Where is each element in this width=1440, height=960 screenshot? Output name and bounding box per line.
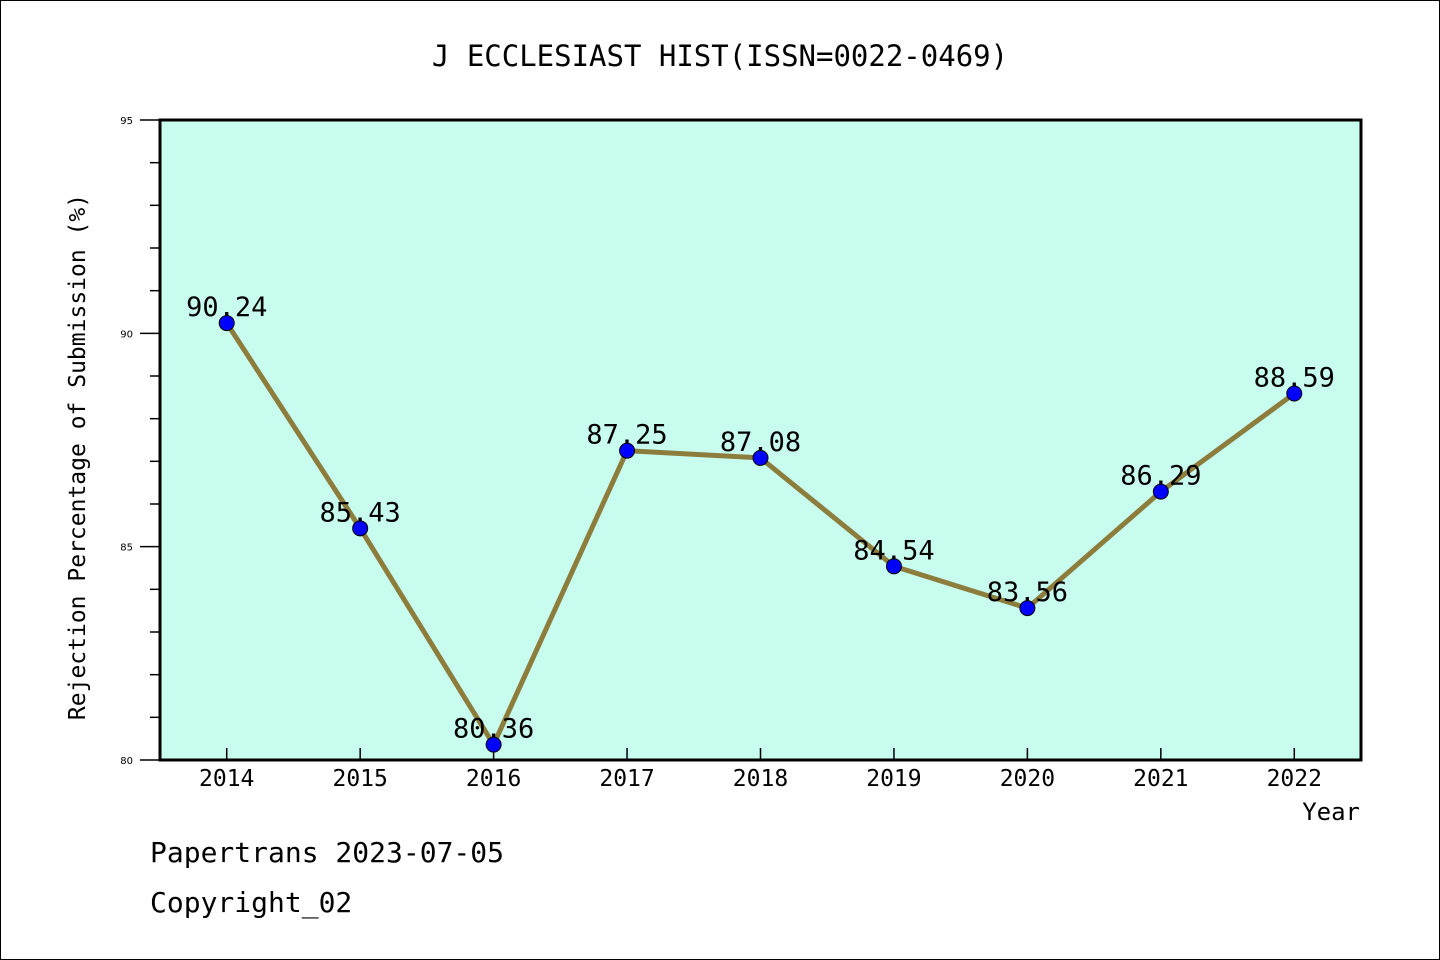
x-tick-label: 2016 (466, 766, 521, 792)
data-point (1019, 600, 1036, 617)
data-label: 83.56 (987, 577, 1068, 608)
data-label: 87.25 (586, 420, 667, 451)
y-tick-label: 90 (120, 329, 133, 340)
data-point (1152, 483, 1169, 500)
data-label: 87.08 (720, 427, 801, 458)
x-tick-label: 2015 (332, 766, 387, 792)
x-tick-label: 2017 (599, 766, 654, 792)
x-tick-label: 2019 (866, 766, 921, 792)
x-tick-label: 2021 (1133, 766, 1188, 792)
data-point (485, 736, 502, 753)
data-label: 80.36 (453, 714, 534, 745)
data-label: 86.29 (1120, 461, 1201, 492)
data-point (352, 520, 369, 537)
chart-title: J ECCLESIAST HIST(ISSN=0022-0469) (432, 39, 1008, 73)
footer-date: Papertrans 2023-07-05 (150, 836, 505, 869)
x-tick-label: 2020 (1000, 766, 1055, 792)
data-label: 84.54 (853, 535, 934, 566)
y-tick-label: 85 (120, 543, 133, 554)
y-axis-label: Rejection Percentage of Submission (%) (65, 194, 91, 720)
data-point (752, 449, 769, 466)
footer-copyright: Copyright_02 (150, 886, 353, 919)
data-label: 85.43 (320, 497, 401, 528)
data-point (885, 558, 902, 575)
data-point (1286, 385, 1303, 402)
data-point (218, 315, 235, 332)
x-tick-label: 2018 (733, 766, 788, 792)
y-tick-label: 80 (120, 756, 133, 767)
data-label: 90.24 (186, 292, 267, 323)
y-tick-label: 95 (120, 116, 133, 127)
x-axis-label: Year (1302, 798, 1360, 826)
x-tick-label: 2022 (1267, 766, 1322, 792)
data-label: 88.59 (1254, 362, 1335, 393)
plot-area (158, 118, 1363, 762)
x-tick-label: 2014 (199, 766, 254, 792)
data-point (619, 442, 636, 459)
